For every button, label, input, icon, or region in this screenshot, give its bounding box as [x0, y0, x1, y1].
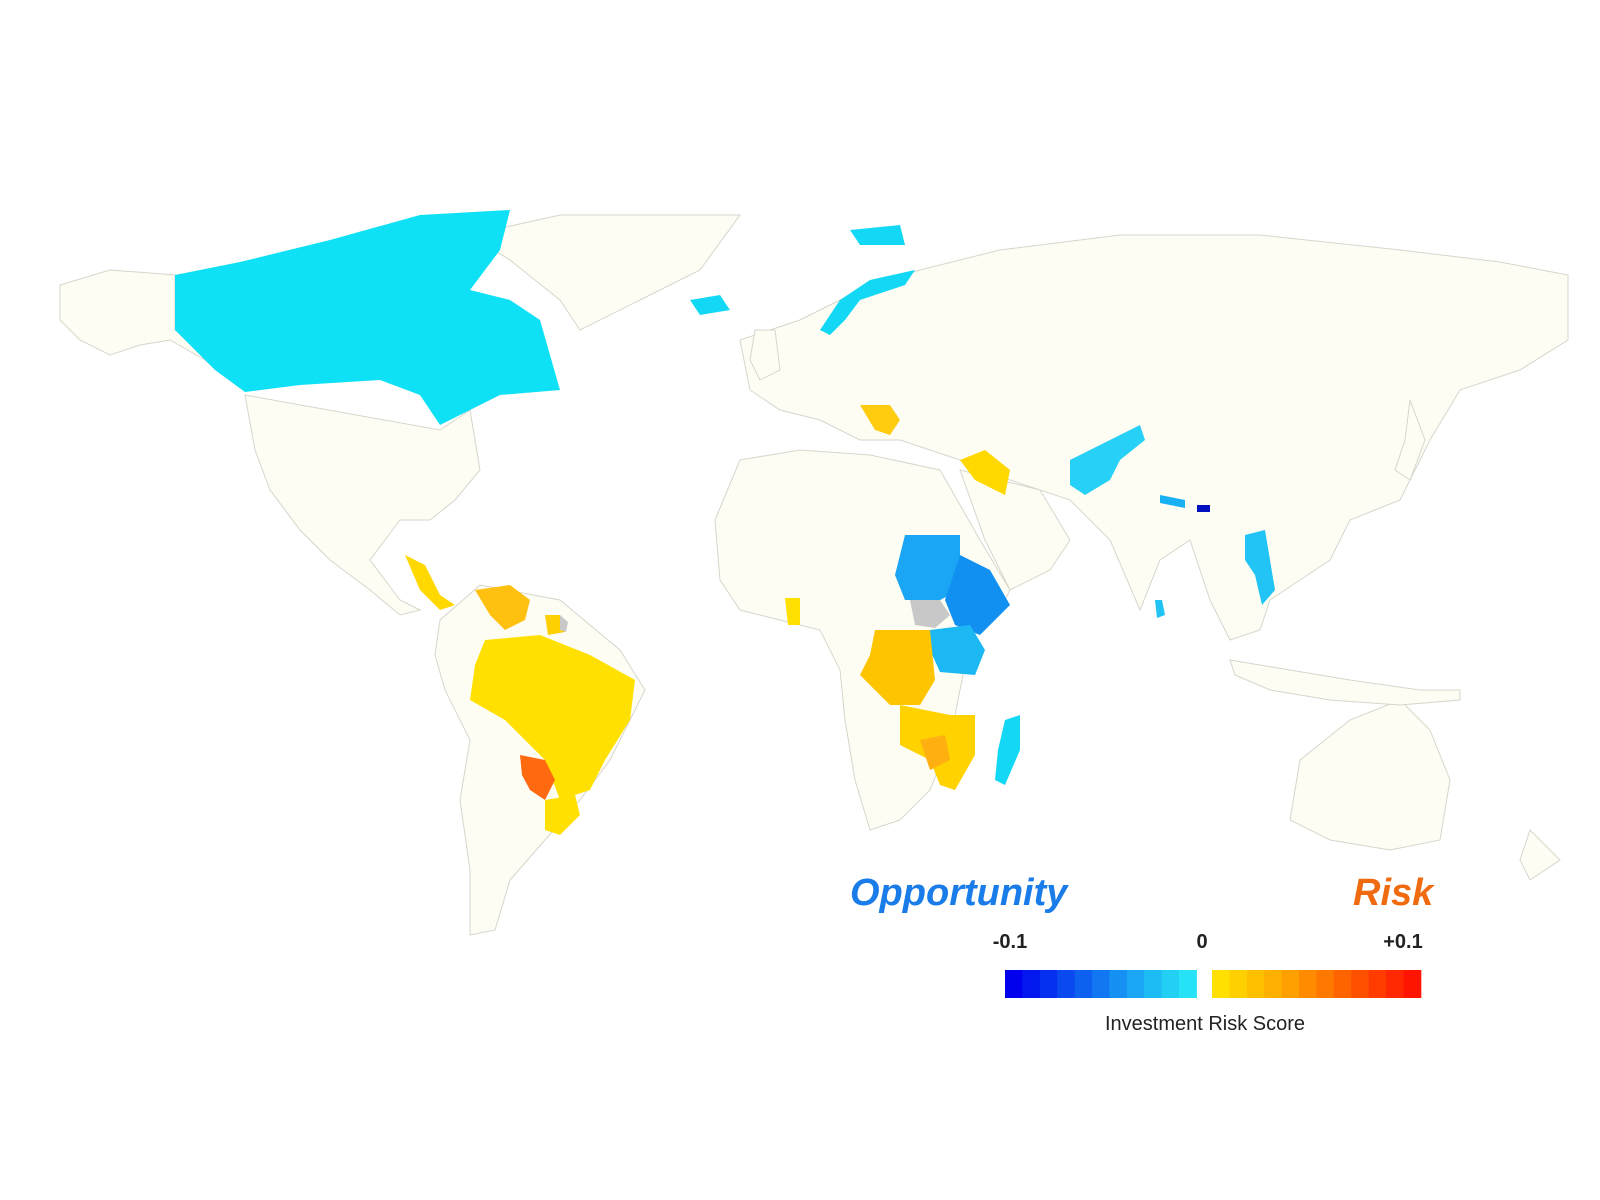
region-ethiopia: [945, 555, 1010, 635]
region-uruguay-south-brazil: [545, 795, 580, 835]
land-japan: [1394, 399, 1426, 481]
land-greenland: [468, 214, 741, 331]
legend-swatch-positive: [1299, 970, 1317, 998]
region-iraq: [960, 450, 1010, 495]
legend-swatch-positive: [1368, 970, 1387, 998]
region-afghanistan-pakistan: [1070, 425, 1145, 495]
region-venezuela-colombia: [475, 585, 530, 630]
region-nepal: [1160, 495, 1185, 508]
land-indonesia: [1229, 659, 1461, 706]
region-bhutan: [1197, 505, 1210, 512]
legend-swatch-negative: [1179, 970, 1197, 998]
region-iceland: [690, 295, 730, 315]
legend-opportunity-label: Opportunity: [850, 872, 1069, 914]
legend-swatch-positive: [1264, 970, 1283, 998]
legend-swatch-negative: [1109, 970, 1128, 998]
legend-tick-min: -0.1: [993, 931, 1027, 953]
region-central-america: [405, 555, 455, 610]
land-new-zealand: [1519, 829, 1561, 881]
land-north-america: [244, 394, 481, 616]
legend-swatch-negative: [1074, 970, 1093, 998]
legend-swatch-negative: [1039, 970, 1058, 998]
legend-swatch-positive: [1229, 970, 1248, 998]
legend-swatch-positive: [1212, 970, 1230, 998]
legend-risk-label: Risk: [1353, 872, 1435, 914]
region-sri-lanka: [1155, 600, 1165, 618]
legend-color-scale: [1005, 970, 1422, 998]
region-canada: [175, 210, 560, 425]
region-vietnam-laos: [1245, 530, 1275, 605]
legend-swatch-positive: [1281, 970, 1300, 998]
region-ghana: [785, 598, 800, 625]
land-arabia: [959, 469, 1071, 591]
legend-swatch-positive: [1386, 970, 1404, 998]
land-australia: [1289, 699, 1451, 851]
legend-swatch-negative: [1092, 970, 1110, 998]
legend-swatch-positive: [1246, 970, 1265, 998]
region-norway: [820, 270, 915, 335]
legend-tick-mid: 0: [1196, 931, 1207, 953]
legend-swatch-positive: [1351, 970, 1370, 998]
legend-swatch-negative: [1005, 970, 1023, 998]
land-uk: [749, 329, 781, 381]
region-sudan: [895, 535, 960, 600]
legend-swatch-negative: [1161, 970, 1180, 998]
legend-swatch-positive: [1316, 970, 1335, 998]
legend-swatch-negative: [1057, 970, 1076, 998]
region-brazil: [470, 635, 635, 800]
legend-swatch-negative: [1144, 970, 1163, 998]
legend: Opportunity Risk -0.1 0 +0.1 Investment …: [850, 872, 1435, 1035]
legend-caption: Investment Risk Score: [1105, 1013, 1305, 1035]
region-paraguay: [520, 755, 555, 800]
legend-tick-max: +0.1: [1383, 931, 1422, 953]
region-svalbard: [850, 225, 905, 245]
region-dr-congo: [860, 630, 935, 705]
region-south-sudan: [910, 600, 950, 628]
region-french-guiana: [560, 615, 568, 632]
region-east-africa: [930, 625, 985, 675]
land-eurasia: [739, 234, 1569, 641]
region-madagascar: [995, 715, 1020, 785]
legend-swatch-positive: [1333, 970, 1352, 998]
legend-swatch-negative: [1126, 970, 1145, 998]
legend-swatch-negative: [1022, 970, 1041, 998]
region-balkans: [860, 405, 900, 435]
scored-countries: [175, 210, 1275, 835]
legend-swatch-positive: [1403, 970, 1422, 998]
region-zimbabwe: [920, 735, 950, 770]
